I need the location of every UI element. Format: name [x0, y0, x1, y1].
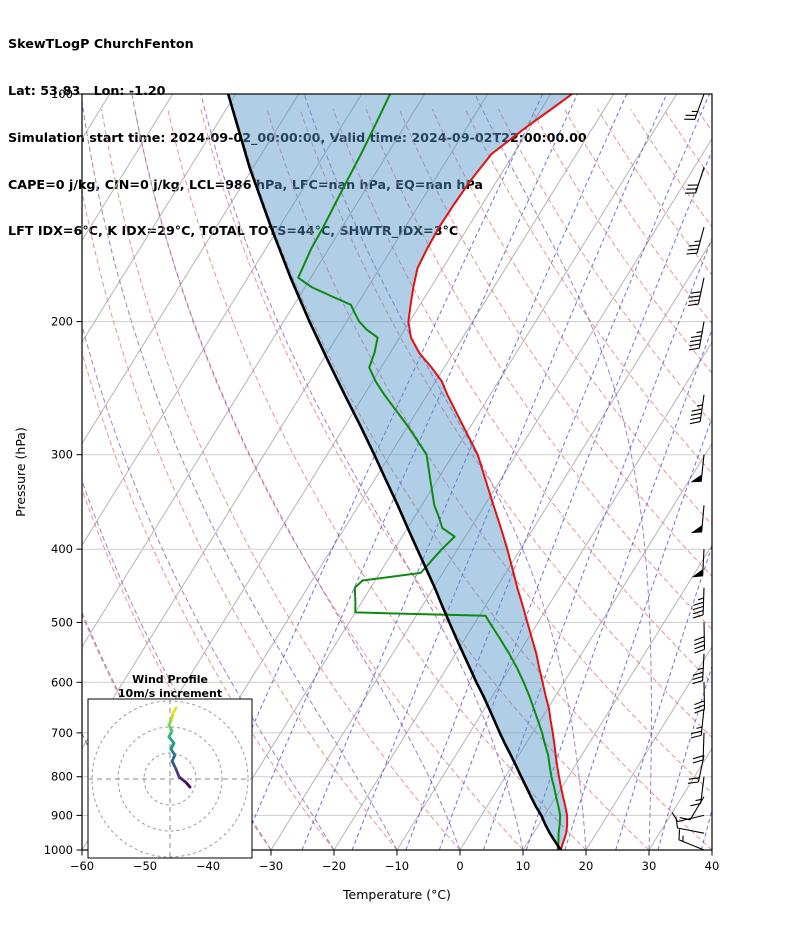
x-tick-label: 20 — [579, 859, 594, 873]
x-tick-label: −30 — [259, 859, 283, 873]
y-tick-label: 800 — [51, 770, 73, 784]
hodograph-subtitle: 10m/s increment — [118, 687, 222, 700]
x-tick-label: −10 — [385, 859, 409, 873]
chart-indices-line1: CAPE=0 j/kg, CIN=0 j/kg, LCL=986 hPa, LF… — [8, 176, 483, 192]
cin-shaded-region — [228, 94, 573, 850]
y-tick-label: 600 — [51, 675, 73, 689]
chart-times: Simulation start time: 2024-09-02_00:00:… — [8, 129, 587, 145]
x-tick-label: −50 — [133, 859, 157, 873]
x-axis-label: Temperature (°C) — [342, 887, 451, 902]
x-tick-label: −60 — [70, 859, 94, 873]
x-tick-label: 30 — [642, 859, 657, 873]
x-tick-label: −40 — [196, 859, 220, 873]
y-tick-label: 700 — [51, 726, 73, 740]
dry-adiabat-lines — [82, 108, 712, 850]
hodograph-trace-segment — [171, 706, 178, 715]
x-tick-label: 40 — [705, 859, 720, 873]
y-tick-label: 900 — [51, 808, 73, 822]
dewpoint-curve — [297, 94, 562, 850]
y-tick-label: 300 — [51, 448, 73, 462]
hodograph-title: Wind Profile — [132, 673, 208, 686]
x-axis: −60 −50 −40 −30 −20 −10 0 10 20 30 40 — [70, 850, 719, 873]
chart-header: SkewTLogP ChurchFenton Lat: 53.83 Lon: -… — [8, 5, 587, 270]
hodograph-trace-segment — [170, 759, 178, 771]
chart-title: SkewTLogP ChurchFenton — [8, 36, 194, 52]
y-axis: 100 200 300 400 500 600 700 800 900 1000 — [44, 87, 82, 857]
x-tick-label: 0 — [456, 859, 463, 873]
y-tick-label: 100 — [51, 87, 73, 101]
y-tick-label: 200 — [51, 315, 73, 329]
y-axis-label: Pressure (hPa) — [13, 427, 28, 517]
wind-barbs — [671, 93, 706, 851]
hodograph-ring — [117, 726, 223, 832]
hodograph-ring — [91, 700, 249, 858]
y-tick-label: 400 — [51, 542, 73, 556]
x-tick-label: 10 — [516, 859, 531, 873]
mixing-ratio-lines — [197, 94, 712, 850]
y-tick-label: 1000 — [44, 843, 73, 857]
y-tick-label: 500 — [51, 615, 73, 629]
parcel-curve — [226, 94, 562, 850]
hodograph-ring — [143, 752, 197, 806]
temperature-curve — [407, 94, 573, 850]
x-tick-label: −20 — [322, 859, 346, 873]
